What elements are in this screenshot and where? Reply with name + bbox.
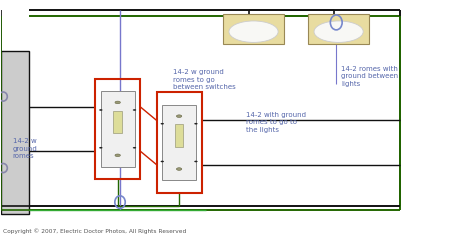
Text: 14-2 w
ground
romes: 14-2 w ground romes xyxy=(12,138,37,159)
Circle shape xyxy=(176,115,182,118)
Bar xyxy=(223,14,284,44)
Bar xyxy=(95,78,140,179)
Bar xyxy=(156,92,201,193)
Ellipse shape xyxy=(229,21,278,42)
Ellipse shape xyxy=(314,21,363,42)
Text: 14-2 w ground
romes to go
between switches: 14-2 w ground romes to go between switch… xyxy=(173,69,236,90)
Circle shape xyxy=(194,161,198,162)
Circle shape xyxy=(99,147,102,149)
Bar xyxy=(175,125,183,147)
Circle shape xyxy=(161,123,164,125)
Circle shape xyxy=(176,168,182,170)
Bar xyxy=(308,14,369,44)
Circle shape xyxy=(133,109,136,111)
Text: 14-2 romes with
ground between
lights: 14-2 romes with ground between lights xyxy=(341,66,398,87)
Text: 14-2 with ground
romes to go to
the lights: 14-2 with ground romes to go to the ligh… xyxy=(246,112,307,133)
Circle shape xyxy=(133,147,136,149)
Circle shape xyxy=(194,123,198,125)
Bar xyxy=(162,105,196,180)
Bar xyxy=(101,91,135,167)
Circle shape xyxy=(99,109,102,111)
Circle shape xyxy=(115,154,120,157)
Bar xyxy=(113,111,122,133)
Text: Copyright © 2007, Electric Doctor Photos, All Rights Reserved: Copyright © 2007, Electric Doctor Photos… xyxy=(3,228,186,234)
Circle shape xyxy=(115,101,120,104)
Bar xyxy=(0,51,29,214)
Circle shape xyxy=(161,161,164,162)
